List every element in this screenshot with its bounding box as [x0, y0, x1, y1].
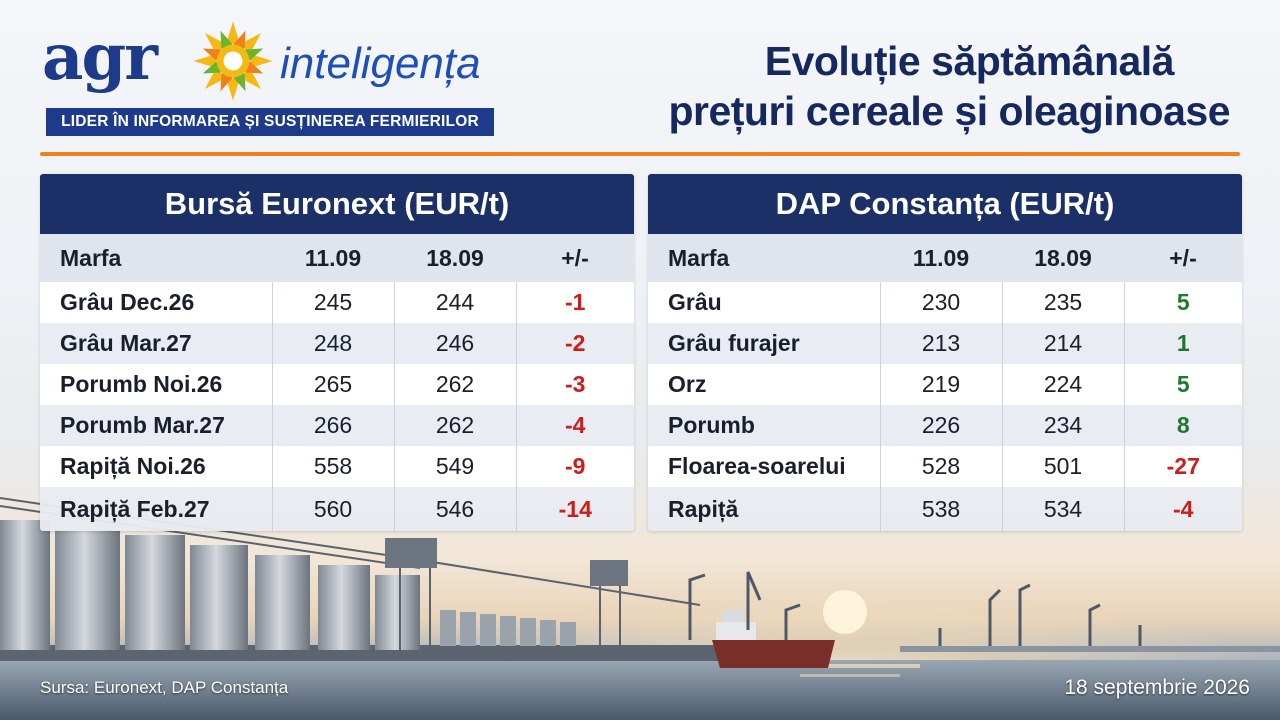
price-prev: 538: [879, 487, 1002, 531]
price-prev: 226: [879, 405, 1002, 446]
publication-date: 18 septembrie 2026: [1064, 676, 1250, 699]
price-change: 8: [1123, 405, 1242, 446]
table-row: Rapiță 538 534 -4: [648, 487, 1242, 531]
commodity-name: Rapiță Noi.26: [40, 446, 272, 487]
price-change: -14: [515, 487, 634, 531]
column-header-prev-date: 11.09: [272, 234, 394, 282]
price-change: -4: [515, 405, 634, 446]
page-title-line-1: Evoluție săptămânală: [764, 38, 1175, 84]
table-row: Rapiță Feb.27 560 546 -14: [40, 487, 634, 531]
price-prev: 528: [879, 446, 1002, 487]
commodity-name: Porumb Mar.27: [40, 405, 272, 446]
commodity-name: Porumb Noi.26: [40, 364, 272, 405]
price-prev: 265: [271, 364, 394, 405]
table-row: Grâu Dec.26 245 244 -1: [40, 282, 634, 323]
commodity-name: Rapiță: [648, 487, 880, 531]
price-curr: 246: [393, 323, 516, 364]
price-prev: 230: [879, 282, 1002, 323]
source-note: Sursa: Euronext, DAP Constanța: [40, 678, 289, 697]
price-prev: 219: [879, 364, 1002, 405]
orange-divider: [40, 152, 1240, 156]
column-header-commodity: Marfa: [648, 234, 880, 282]
table-row: Floarea-soarelui 528 501 -27: [648, 446, 1242, 487]
commodity-name: Floarea-soarelui: [648, 446, 880, 487]
price-curr: 546: [393, 487, 516, 531]
page-title-line-2: prețuri cereale și oleaginoase: [668, 88, 1230, 134]
column-header-change: +/-: [1124, 234, 1242, 282]
price-change: 5: [1123, 364, 1242, 405]
price-change: 5: [1123, 282, 1242, 323]
price-prev: 245: [271, 282, 394, 323]
price-change: 1: [1123, 323, 1242, 364]
column-header-curr-date: 18.09: [1002, 234, 1124, 282]
price-prev: 248: [271, 323, 394, 364]
price-curr: 244: [393, 282, 516, 323]
brand-tagline: LIDER ÎN INFORMAREA ȘI SUSȚINEREA FERMIE…: [46, 108, 494, 136]
table-title: Bursă Euronext (EUR/t): [40, 174, 634, 234]
price-change: -3: [515, 364, 634, 405]
commodity-name: Grâu furajer: [648, 323, 880, 364]
price-curr: 534: [1001, 487, 1124, 531]
table-row: Orz 219 224 5: [648, 364, 1242, 405]
table-header-row: Marfa 11.09 18.09 +/-: [40, 234, 634, 282]
price-change: -27: [1123, 446, 1242, 487]
commodity-name: Rapiță Feb.27: [40, 487, 272, 531]
price-curr: 549: [393, 446, 516, 487]
table-row: Rapiță Noi.26 558 549 -9: [40, 446, 634, 487]
price-curr: 262: [393, 364, 516, 405]
column-header-curr-date: 18.09: [394, 234, 516, 282]
table-row: Porumb Mar.27 266 262 -4: [40, 405, 634, 446]
commodity-name: Grâu Dec.26: [40, 282, 272, 323]
dap-constanta-price-table: DAP Constanța (EUR/t) Marfa 11.09 18.09 …: [648, 174, 1242, 531]
price-change: -1: [515, 282, 634, 323]
column-header-prev-date: 11.09: [880, 234, 1002, 282]
commodity-name: Orz: [648, 364, 880, 405]
price-curr: 234: [1001, 405, 1124, 446]
column-header-change: +/-: [516, 234, 634, 282]
price-prev: 560: [271, 487, 394, 531]
table-row: Porumb 226 234 8: [648, 405, 1242, 446]
column-header-commodity: Marfa: [40, 234, 272, 282]
price-prev: 213: [879, 323, 1002, 364]
table-header-row: Marfa 11.09 18.09 +/-: [648, 234, 1242, 282]
sun-flower-icon: [193, 21, 273, 101]
commodity-name: Grâu: [648, 282, 880, 323]
table-row: Grâu furajer 213 214 1: [648, 323, 1242, 364]
table-row: Grâu 230 235 5: [648, 282, 1242, 323]
logo-wordmark-agr: agr: [42, 20, 158, 95]
table-row: Grâu Mar.27 248 246 -2: [40, 323, 634, 364]
brand-logo: agr: [42, 18, 502, 138]
price-curr: 501: [1001, 446, 1124, 487]
commodity-name: Grâu Mar.27: [40, 323, 272, 364]
page-title: Evoluție săptămânală prețuri cereale și …: [590, 36, 1230, 136]
price-curr: 214: [1001, 323, 1124, 364]
price-prev: 266: [271, 405, 394, 446]
price-curr: 224: [1001, 364, 1124, 405]
price-change: -4: [1123, 487, 1242, 531]
price-change: -2: [515, 323, 634, 364]
price-prev: 558: [271, 446, 394, 487]
logo-wordmark-inteligenta: inteligența: [280, 39, 481, 88]
table-row: Porumb Noi.26 265 262 -3: [40, 364, 634, 405]
price-curr: 262: [393, 405, 516, 446]
price-curr: 235: [1001, 282, 1124, 323]
table-title: DAP Constanța (EUR/t): [648, 174, 1242, 234]
price-change: -9: [515, 446, 634, 487]
commodity-name: Porumb: [648, 405, 880, 446]
euronext-price-table: Bursă Euronext (EUR/t) Marfa 11.09 18.09…: [40, 174, 634, 531]
